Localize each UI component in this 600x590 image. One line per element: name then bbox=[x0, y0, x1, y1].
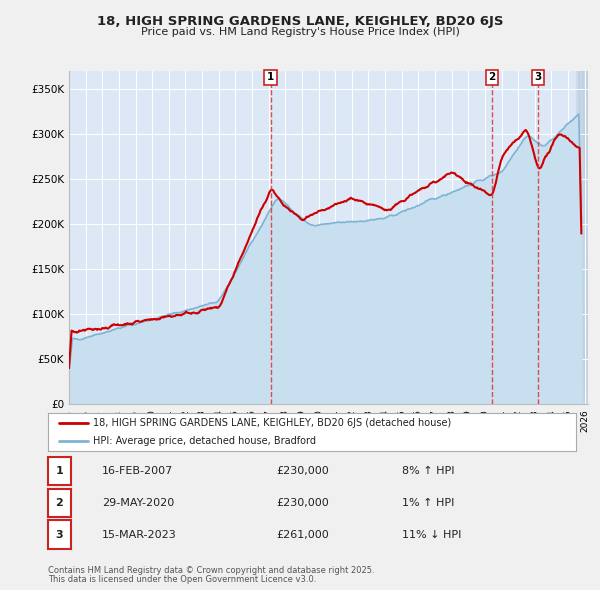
Text: £230,000: £230,000 bbox=[276, 466, 329, 476]
Text: 2: 2 bbox=[488, 73, 496, 83]
Text: 1: 1 bbox=[267, 73, 274, 83]
Text: 8% ↑ HPI: 8% ↑ HPI bbox=[402, 466, 455, 476]
Text: 18, HIGH SPRING GARDENS LANE, KEIGHLEY, BD20 6JS: 18, HIGH SPRING GARDENS LANE, KEIGHLEY, … bbox=[97, 15, 503, 28]
Bar bbox=[577, 71, 588, 404]
Text: 3: 3 bbox=[535, 73, 542, 83]
Text: 15-MAR-2023: 15-MAR-2023 bbox=[102, 530, 177, 539]
Text: £261,000: £261,000 bbox=[276, 530, 329, 539]
Text: 16-FEB-2007: 16-FEB-2007 bbox=[102, 466, 173, 476]
Text: 11% ↓ HPI: 11% ↓ HPI bbox=[402, 530, 461, 539]
Text: 29-MAY-2020: 29-MAY-2020 bbox=[102, 498, 174, 507]
Text: 2: 2 bbox=[56, 498, 63, 507]
Text: This data is licensed under the Open Government Licence v3.0.: This data is licensed under the Open Gov… bbox=[48, 575, 316, 584]
Text: HPI: Average price, detached house, Bradford: HPI: Average price, detached house, Brad… bbox=[93, 436, 316, 446]
Text: 18, HIGH SPRING GARDENS LANE, KEIGHLEY, BD20 6JS (detached house): 18, HIGH SPRING GARDENS LANE, KEIGHLEY, … bbox=[93, 418, 451, 428]
Text: £230,000: £230,000 bbox=[276, 498, 329, 507]
Text: Contains HM Land Registry data © Crown copyright and database right 2025.: Contains HM Land Registry data © Crown c… bbox=[48, 566, 374, 575]
Text: 1% ↑ HPI: 1% ↑ HPI bbox=[402, 498, 454, 507]
Text: 3: 3 bbox=[56, 530, 63, 539]
Text: Price paid vs. HM Land Registry's House Price Index (HPI): Price paid vs. HM Land Registry's House … bbox=[140, 27, 460, 37]
Text: 1: 1 bbox=[56, 466, 63, 476]
